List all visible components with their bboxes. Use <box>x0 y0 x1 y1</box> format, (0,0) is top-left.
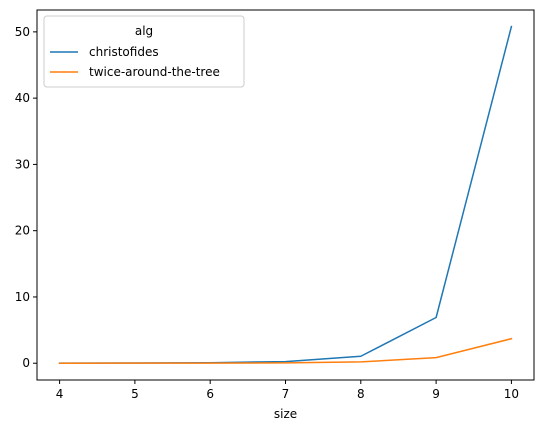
x-tick-label: 4 <box>56 387 64 401</box>
x-axis: 4 5 6 7 8 9 10 <box>56 380 519 401</box>
y-tick-label: 50 <box>15 25 30 39</box>
legend-label-christofides: christofides <box>89 45 159 59</box>
legend-title: alg <box>135 24 153 38</box>
y-axis: 0 10 20 30 40 50 <box>15 25 37 370</box>
x-tick-label: 9 <box>432 387 440 401</box>
x-axis-label: size <box>274 407 297 421</box>
series-line-twice-around-the-tree <box>58 337 513 364</box>
x-tick-label: 8 <box>357 387 365 401</box>
y-tick-label: 20 <box>15 224 30 238</box>
x-tick-label: 5 <box>131 387 139 401</box>
x-tick-label: 6 <box>206 387 214 401</box>
x-tick-label: 10 <box>504 387 519 401</box>
legend-box <box>43 15 245 88</box>
y-tick-label: 0 <box>22 356 30 370</box>
x-tick-label: 7 <box>282 387 290 401</box>
y-tick-label: 40 <box>15 91 30 105</box>
y-tick-label: 30 <box>15 157 30 171</box>
series-layer <box>58 25 513 364</box>
y-tick-label: 10 <box>15 290 30 304</box>
legend: alg christofides twice-around-the-tree <box>43 15 245 88</box>
legend-label-twice-around-the-tree: twice-around-the-tree <box>89 65 220 79</box>
